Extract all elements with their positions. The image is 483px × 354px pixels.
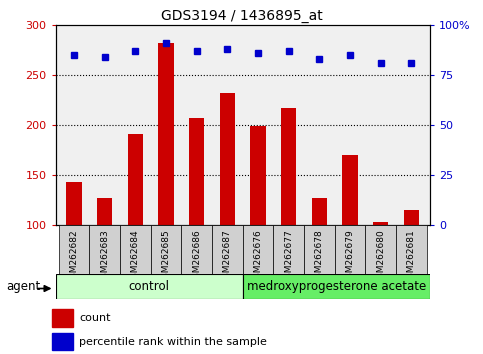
Bar — [373, 222, 388, 225]
Bar — [273, 225, 304, 274]
Text: GSM262684: GSM262684 — [131, 230, 140, 284]
Text: GSM262686: GSM262686 — [192, 230, 201, 285]
Text: GSM262677: GSM262677 — [284, 230, 293, 285]
Bar — [158, 43, 174, 225]
Bar — [220, 93, 235, 225]
Bar — [281, 108, 297, 225]
Bar — [53, 309, 73, 327]
Bar — [53, 333, 73, 350]
Bar — [342, 155, 358, 225]
Text: GSM262681: GSM262681 — [407, 230, 416, 285]
Bar — [58, 225, 89, 274]
Text: GSM262680: GSM262680 — [376, 230, 385, 285]
Text: percentile rank within the sample: percentile rank within the sample — [79, 337, 267, 347]
Bar — [66, 182, 82, 225]
Text: control: control — [128, 280, 170, 293]
Text: GSM262683: GSM262683 — [100, 230, 109, 285]
Text: GSM262685: GSM262685 — [161, 230, 170, 285]
Bar — [128, 134, 143, 225]
Text: GSM262687: GSM262687 — [223, 230, 232, 285]
Bar — [189, 118, 204, 225]
Text: agent: agent — [6, 280, 41, 293]
Bar — [212, 225, 243, 274]
Bar — [242, 274, 430, 299]
Bar — [312, 198, 327, 225]
Text: GDS3194 / 1436895_at: GDS3194 / 1436895_at — [161, 9, 322, 23]
Text: GSM262676: GSM262676 — [254, 230, 263, 285]
Bar — [56, 274, 242, 299]
Text: medroxyprogesterone acetate: medroxyprogesterone acetate — [247, 280, 426, 293]
Text: count: count — [79, 313, 111, 323]
Bar — [396, 225, 427, 274]
Bar — [243, 225, 273, 274]
Text: GSM262682: GSM262682 — [70, 230, 78, 284]
Bar — [335, 225, 366, 274]
Bar — [366, 225, 396, 274]
Text: GSM262679: GSM262679 — [346, 230, 355, 285]
Bar — [151, 225, 181, 274]
Bar — [404, 210, 419, 225]
Bar — [89, 225, 120, 274]
Bar — [120, 225, 151, 274]
Text: GSM262678: GSM262678 — [315, 230, 324, 285]
Bar — [250, 126, 266, 225]
Bar — [181, 225, 212, 274]
Bar — [97, 198, 113, 225]
Bar — [304, 225, 335, 274]
